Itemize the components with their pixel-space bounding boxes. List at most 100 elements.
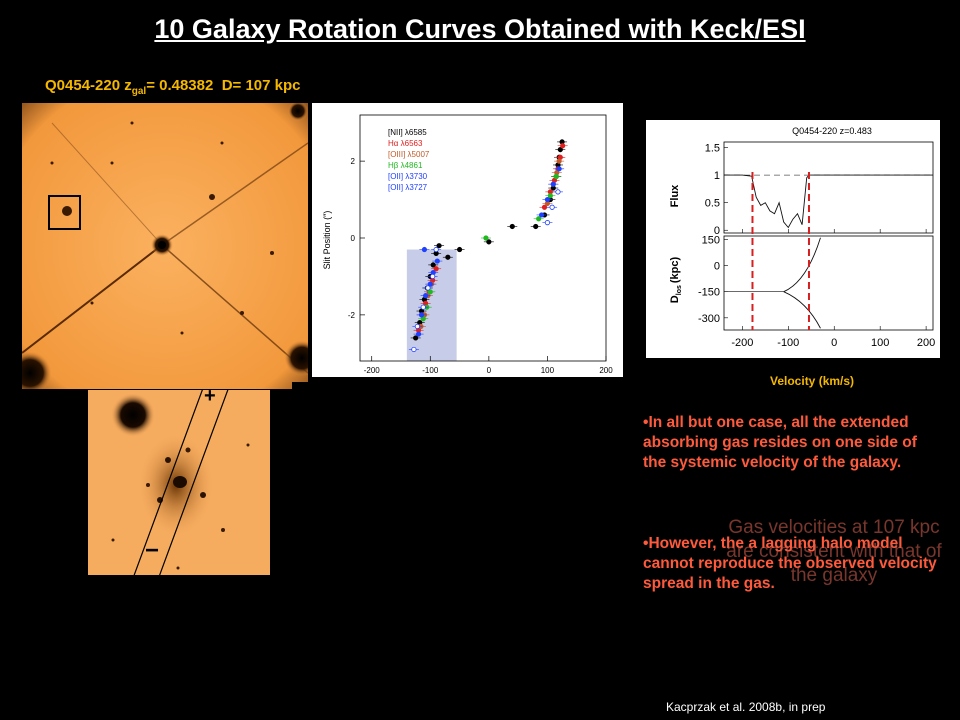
x-tick-label: 0 xyxy=(831,337,837,349)
flux-label: Flux xyxy=(669,184,681,207)
data-point xyxy=(433,266,439,272)
legend-entry: [OII] λ3730 xyxy=(388,172,428,181)
data-point xyxy=(483,235,489,241)
data-point xyxy=(418,312,425,318)
data-point xyxy=(430,273,436,280)
halo-model-lower xyxy=(783,291,821,329)
data-point xyxy=(421,246,428,253)
redshift-subscript: gal xyxy=(131,86,147,97)
legend-entry: Hα λ6563 xyxy=(388,139,423,148)
data-point xyxy=(538,212,545,218)
legend-entry: Hβ λ4861 xyxy=(388,161,423,170)
quasar-name: Q0454-220 xyxy=(45,77,121,94)
slit-corner-mask xyxy=(292,382,308,398)
data-point xyxy=(553,173,559,180)
spectrum-panel-frame xyxy=(723,235,934,331)
x-tick-label: 100 xyxy=(871,337,889,349)
data-point xyxy=(420,304,426,310)
x-tick-label: -100 xyxy=(777,337,799,349)
dlos-label-main: D xyxy=(669,295,681,303)
halo-model-upper xyxy=(783,237,821,293)
x-tick-label: -200 xyxy=(364,366,381,375)
absorption-spectrum-plot: 0 0.5 1 1.5 -300 -150 0 150 -200 -100 0 100 200 Q045… xyxy=(646,120,940,358)
flux-spectrum-line xyxy=(724,174,933,229)
distance-value: D= 107 kpc xyxy=(221,77,301,94)
x-tick-label: 200 xyxy=(599,366,613,375)
data-point xyxy=(541,204,548,210)
y-tick-label: 0 xyxy=(351,234,356,243)
x-tick-label: 200 xyxy=(917,337,935,349)
legend-entry: [OII] λ3727 xyxy=(388,183,428,192)
y-tick-label: -300 xyxy=(698,313,720,325)
data-point xyxy=(414,323,421,330)
data-point xyxy=(557,146,563,153)
x-tick-label: -200 xyxy=(731,337,753,349)
data-point xyxy=(415,331,422,337)
data-point xyxy=(555,189,561,195)
y-tick-label: 1.5 xyxy=(705,143,720,155)
redshift-label: z xyxy=(124,77,132,94)
data-point xyxy=(423,293,429,299)
velocity-axis-caption: Velocity (km/s) xyxy=(770,374,855,388)
data-point xyxy=(544,220,551,226)
shaded-region xyxy=(406,249,457,361)
overlay-annotation: Gas velocities at 107 kpc are consistent… xyxy=(726,517,942,586)
data-point xyxy=(544,196,551,203)
y-tick-label: 0.5 xyxy=(705,198,720,210)
data-point xyxy=(436,243,442,249)
x-tick-label: 100 xyxy=(541,366,555,375)
x-tick-label: -100 xyxy=(422,366,439,375)
data-point xyxy=(411,346,417,353)
spectrum-title: Q0454-220 z=0.483 xyxy=(792,126,872,136)
bullet-point-2: •However, the a lagging halo model canno… xyxy=(643,535,937,592)
y-tick-label: 150 xyxy=(702,234,720,246)
data-point xyxy=(550,181,556,187)
legend-entry: [NII] λ6585 xyxy=(388,128,427,137)
minus-marker: − xyxy=(145,537,160,564)
data-point xyxy=(533,223,539,230)
rotation-curve-ylabel: Slit Position (″) xyxy=(322,211,332,270)
data-point xyxy=(549,204,555,210)
data-point xyxy=(536,216,542,222)
data-point xyxy=(413,335,419,341)
dlos-label: Dlos (kpc) xyxy=(669,256,683,303)
data-point xyxy=(556,166,562,172)
rotation-curve-plot: -200 -100 0 100 200 -2 0 2 [NII] λ6585 Hα λ6563 [… xyxy=(312,103,623,377)
dlos-label-sub: los xyxy=(676,285,683,295)
bullet-text-1: In all but one case, all the extended ab… xyxy=(643,414,917,471)
data-point xyxy=(445,254,451,260)
zoom-region-box xyxy=(48,195,81,230)
data-point xyxy=(556,158,562,164)
hst-galaxy-field-image xyxy=(22,103,308,389)
x-tick-label: 0 xyxy=(487,366,492,375)
slide-subtitle: Q0454-220 zgal= 0.48382 D= 107 kpc xyxy=(45,77,301,97)
y-tick-label: -150 xyxy=(698,287,720,299)
data-point xyxy=(433,246,439,253)
y-tick-label: -2 xyxy=(348,311,356,320)
y-tick-label: 0 xyxy=(714,225,720,237)
spectrum-panel-frame xyxy=(723,141,934,234)
galaxy-zoom-image xyxy=(88,390,270,575)
y-tick-label: 1 xyxy=(714,170,720,182)
data-point xyxy=(456,246,463,253)
slide-title: 10 Galaxy Rotation Curves Obtained with … xyxy=(154,14,806,44)
data-point xyxy=(427,289,433,295)
dlos-label-unit: (kpc) xyxy=(669,256,681,283)
redshift-value: = 0.48382 xyxy=(146,77,214,94)
data-point xyxy=(486,239,492,245)
data-point xyxy=(427,281,433,287)
data-point xyxy=(430,262,436,268)
y-tick-label: 2 xyxy=(351,157,356,166)
data-point xyxy=(425,285,431,291)
bullet-text-2: However, the a lagging halo model cannot… xyxy=(643,535,937,592)
slit-outline xyxy=(133,390,229,575)
data-point xyxy=(509,223,515,230)
data-point xyxy=(560,143,566,149)
data-point xyxy=(547,193,553,199)
bullet-point-1: •In all but one case, all the extended a… xyxy=(643,414,917,471)
y-tick-label: 0 xyxy=(714,261,720,273)
citation: Kacprzak et al. 2008b, in prep xyxy=(666,700,826,714)
plus-marker: + xyxy=(204,385,216,407)
data-point xyxy=(434,258,440,264)
legend-entry: [OIII] λ5007 xyxy=(388,150,430,159)
